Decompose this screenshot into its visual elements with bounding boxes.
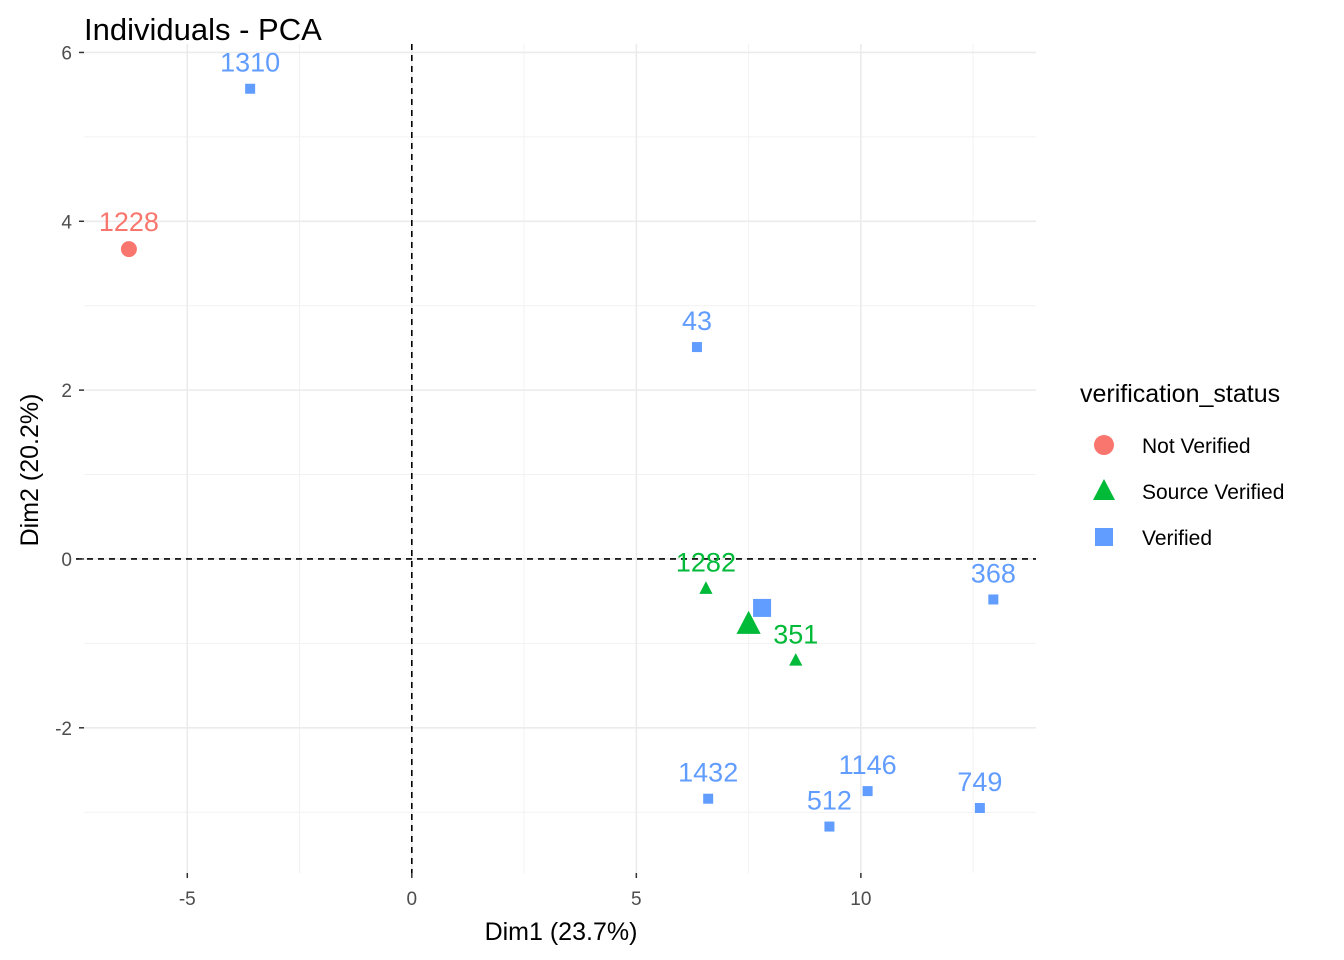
y-tick-label: 4	[61, 212, 72, 233]
point-label: 1432	[678, 758, 738, 788]
x-axis-label: Dim1 (23.7%)	[485, 918, 638, 946]
x-tick-label: 5	[631, 889, 642, 910]
x-tick-label: -5	[179, 889, 196, 910]
data-point	[691, 342, 702, 353]
data-point	[988, 594, 999, 605]
legend-title: verification_status	[1080, 380, 1280, 408]
reference-lines	[76, 44, 1036, 873]
point-label: 1310	[220, 48, 280, 78]
point-label: 43	[682, 306, 712, 336]
y-axis-label: Dim2 (20.2%)	[16, 394, 44, 547]
legend-key	[1093, 479, 1115, 500]
data-point	[974, 802, 985, 813]
data-point	[824, 821, 835, 832]
axis-ticks: -5 0 5 10 -2 0 2 4 6	[55, 43, 871, 910]
y-tick-label: 2	[61, 381, 72, 402]
point-labels: 1228 1282 351 1310 43 368 1432 1146 512 749	[99, 48, 1016, 816]
point-label: 1282	[676, 548, 736, 578]
point-label: 1146	[839, 750, 897, 780]
legend-key	[1095, 528, 1113, 546]
point-label: 351	[773, 619, 818, 649]
grid-minor	[84, 44, 1036, 873]
point-label: 368	[971, 558, 1016, 588]
legend-label: Verified	[1142, 527, 1212, 550]
group-centroid	[736, 610, 761, 634]
group-centroid	[753, 598, 772, 617]
data-points	[120, 83, 999, 832]
data-point	[789, 653, 803, 666]
data-point	[703, 793, 714, 804]
x-tick-label: 0	[407, 889, 418, 910]
data-point	[699, 581, 713, 594]
point-label: 749	[957, 767, 1002, 797]
x-tick-label: 10	[850, 889, 871, 910]
y-tick-label: 0	[61, 550, 72, 571]
grid-major	[84, 44, 1036, 873]
data-point	[862, 786, 873, 797]
point-label: 1228	[99, 207, 159, 237]
legend: verification_status Not Verified Source V…	[1080, 380, 1284, 550]
data-point	[120, 241, 137, 258]
legend-label: Source Verified	[1142, 481, 1284, 504]
data-point	[245, 83, 256, 94]
y-tick-label: 6	[61, 43, 72, 64]
legend-label: Not Verified	[1142, 435, 1251, 458]
legend-key	[1094, 435, 1114, 455]
y-tick-label: -2	[55, 719, 72, 740]
point-label: 512	[807, 786, 852, 816]
chart-title: Individuals - PCA	[84, 12, 322, 47]
